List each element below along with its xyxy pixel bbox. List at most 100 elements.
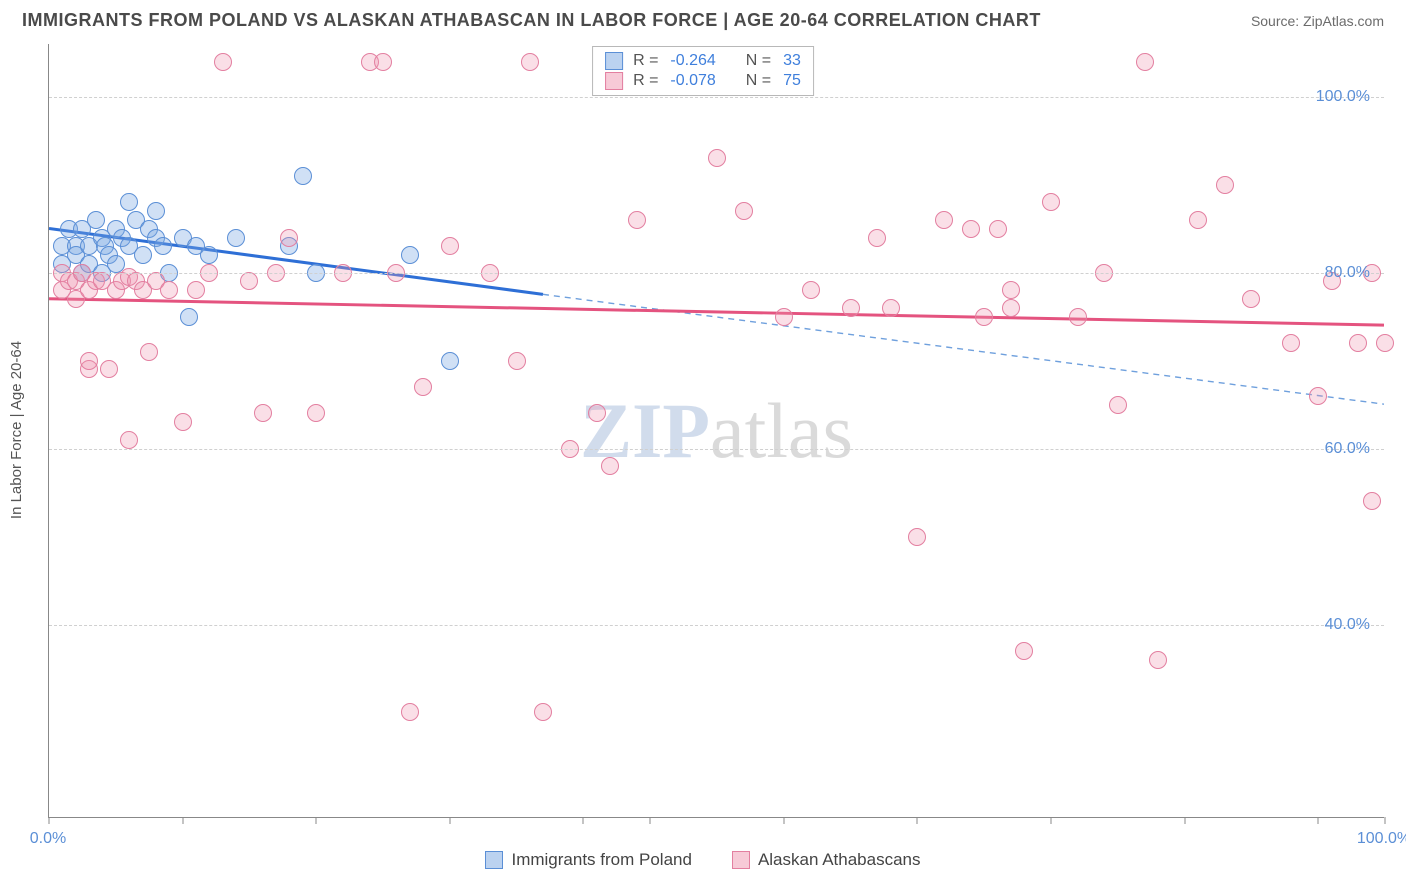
legend-swatch [605,72,623,90]
x-tick-label: 0.0% [30,830,66,848]
n-label: N = [746,72,771,90]
x-tick [650,817,651,824]
data-point [1015,642,1033,660]
data-point [180,308,198,326]
x-tick-label: 100.0% [1357,830,1406,848]
y-axis-title: In Labor Force | Age 20-64 [8,341,25,519]
data-point [441,352,459,370]
data-point [187,281,205,299]
x-tick [583,817,584,824]
x-tick [783,817,784,824]
data-point [868,229,886,247]
data-point [1282,334,1300,352]
data-point [521,53,539,71]
data-point [1069,308,1087,326]
data-point [1136,53,1154,71]
n-value: 33 [783,52,801,70]
data-point [989,220,1007,238]
series-legend: Immigrants from Poland Alaskan Athabascan… [0,850,1406,870]
legend-swatch [485,851,503,869]
legend-item: Immigrants from Poland [485,850,691,870]
data-point [842,299,860,317]
n-label: N = [746,52,771,70]
data-point [254,404,272,422]
x-tick [449,817,450,824]
data-point [140,343,158,361]
data-point [935,211,953,229]
n-value: 75 [783,72,801,90]
data-point [280,229,298,247]
data-point [1109,396,1127,414]
data-point [802,281,820,299]
chart-title: IMMIGRANTS FROM POLAND VS ALASKAN ATHABA… [22,10,1041,31]
data-point [87,211,105,229]
data-point [414,378,432,396]
x-tick [316,817,317,824]
data-point [735,202,753,220]
x-tick [1051,817,1052,824]
data-point [240,272,258,290]
data-point [1042,193,1060,211]
x-tick [49,817,50,824]
x-tick [1318,817,1319,824]
stats-legend: R = -0.264 N = 33R = -0.078 N = 75 [592,46,814,96]
data-point [154,237,172,255]
data-point [775,308,793,326]
legend-label: Alaskan Athabascans [758,850,921,870]
data-point [708,149,726,167]
data-point [120,431,138,449]
data-point [601,457,619,475]
data-point [401,703,419,721]
data-point [588,404,606,422]
data-point [1309,387,1327,405]
legend-label: Immigrants from Poland [511,850,691,870]
y-tick-label: 60.0% [1325,440,1370,458]
data-point [294,167,312,185]
data-point [160,281,178,299]
data-point [1349,334,1367,352]
data-point [200,246,218,264]
gridline [49,97,1384,98]
data-point [374,53,392,71]
stats-row: R = -0.078 N = 75 [605,71,801,91]
data-point [120,193,138,211]
scatter-plot [49,44,1384,817]
data-point [227,229,245,247]
gridline [49,273,1384,274]
data-point [1149,651,1167,669]
data-point [307,404,325,422]
data-point [962,220,980,238]
data-point [508,352,526,370]
data-point [214,53,232,71]
r-value: -0.078 [670,72,715,90]
data-point [441,237,459,255]
data-point [1002,281,1020,299]
x-tick [1385,817,1386,824]
y-tick-label: 40.0% [1325,616,1370,634]
data-point [534,703,552,721]
chart-plot-area: ZIPatlas 40.0%60.0%80.0%100.0% [48,44,1384,818]
x-tick [182,817,183,824]
data-point [1002,299,1020,317]
data-point [882,299,900,317]
stats-row: R =-0.264N =33 [605,51,801,71]
legend-item: Alaskan Athabascans [732,850,921,870]
data-point [1216,176,1234,194]
data-point [908,528,926,546]
x-tick [1184,817,1185,824]
data-point [134,246,152,264]
source-citation: Source: ZipAtlas.com [1251,13,1384,29]
gridline [49,449,1384,450]
data-point [1363,492,1381,510]
data-point [147,202,165,220]
data-point [100,360,118,378]
legend-swatch [732,851,750,869]
r-value: -0.264 [670,52,715,70]
data-point [174,413,192,431]
gridline [49,625,1384,626]
data-point [1376,334,1394,352]
data-point [401,246,419,264]
r-label: R = [633,72,658,90]
data-point [975,308,993,326]
x-tick [917,817,918,824]
